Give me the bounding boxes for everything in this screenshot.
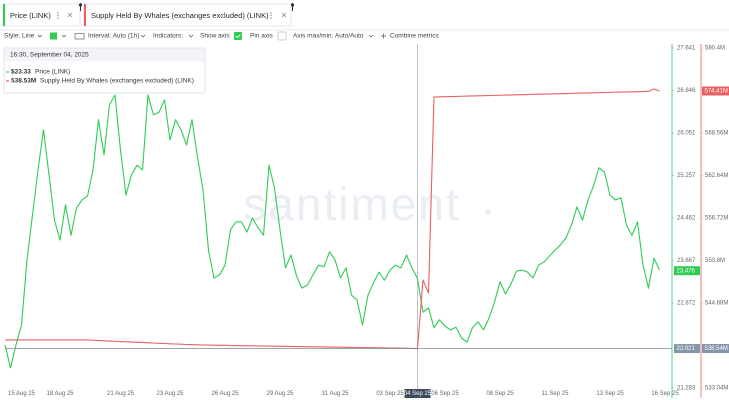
style-control[interactable]: Style: Line	[4, 33, 35, 40]
y2-tick-label: 550.8M	[705, 258, 725, 264]
pin-head	[78, 3, 83, 7]
y-tick-label: 22.872	[677, 301, 696, 307]
combine-metrics[interactable]: Combine metrics	[390, 33, 440, 40]
caret	[368, 34, 374, 38]
y2-tick-label: 568.56M	[705, 131, 728, 137]
x-tick-label: 26 Aug 25	[211, 391, 239, 397]
value-badge-label: 23.476	[677, 268, 696, 274]
menu-icon[interactable]	[57, 12, 59, 19]
tab-label: Supply Held By Whales (exchanges exclude…	[91, 11, 269, 20]
x-tick-label: 15 Aug 25	[8, 391, 36, 397]
show-axis-checkbox[interactable]	[234, 32, 242, 40]
plot: 27.641 26.846 26.051 25.257 24.462 23.667 22.8…	[4, 44, 728, 398]
y-tick-label: 23.667	[677, 258, 696, 264]
interval-control[interactable]: Interval: Auto (1h)	[88, 33, 139, 40]
value-badge	[674, 266, 700, 276]
color-picker[interactable]	[50, 32, 57, 40]
check	[235, 34, 241, 39]
watermark: santiment	[243, 178, 460, 230]
value-badge	[702, 86, 729, 96]
x-tick-label: 18 Aug 25	[46, 391, 74, 397]
x-tick-label: 29 Aug 25	[266, 391, 294, 397]
overlay: 23.476 574.41M 22.021 538.54M	[5, 86, 729, 354]
x-tick-label: 08 Sep 25	[486, 391, 514, 397]
y-tick-label: 24.462	[677, 216, 696, 222]
x-label-highlight	[404, 389, 431, 398]
close-icon[interactable]	[67, 12, 73, 18]
tooltip-header	[4, 48, 205, 62]
x-tick-label: 13 Sep 25	[596, 391, 624, 397]
pin-head	[290, 3, 295, 7]
plus-icon	[381, 33, 386, 39]
x-tick-label: 03 Sep 25	[376, 391, 404, 397]
tab-label: Price (LINK)	[10, 11, 51, 20]
show-axis-label: Show axis	[200, 33, 230, 40]
tab[interactable]: Price (LINK)	[2, 3, 81, 27]
value-badge-label: 574.41M	[705, 89, 728, 95]
caret	[37, 34, 43, 38]
y2-tick-label: 556.72M	[705, 216, 728, 222]
y2-tick-label: 533.04M	[705, 386, 728, 392]
value-badge	[702, 344, 729, 354]
value-badge	[674, 344, 700, 354]
x-tick-label: 06 Sep 25	[431, 391, 459, 397]
x-tick-label: 04 Sep 25	[404, 391, 432, 397]
caret	[140, 34, 146, 38]
value-badge-label: 538.54M	[705, 346, 728, 352]
x-tick-label: 21 Aug 25	[107, 391, 135, 397]
pin-axis-label: Pin axis	[250, 33, 274, 40]
tooltip: 16:30, September 04, 2025 $23.33 Price (…	[3, 47, 206, 94]
x-tick-label: 23 Aug 25	[156, 391, 184, 397]
y-tick-label: 21.283	[677, 386, 696, 392]
tooltip-value: 538.53M	[11, 78, 36, 85]
y2-tick-label: 562.64M	[705, 173, 728, 179]
y-tick-label: 27.641	[677, 46, 696, 52]
tooltip-name: Price (LINK)	[35, 69, 70, 76]
series-line	[5, 88, 660, 350]
y-tick-label: 26.051	[677, 131, 696, 137]
value-badge-label: 22.021	[677, 346, 696, 352]
watermark-dot	[485, 209, 491, 215]
close-icon[interactable]	[281, 12, 287, 18]
pin-axis-checkbox[interactable]	[277, 31, 287, 41]
tab-color	[84, 4, 86, 26]
tab[interactable]: Supply Held By Whales (exchanges exclude…	[83, 3, 292, 27]
tooltip-name: Supply Held By Whales (exchanges exclude…	[40, 78, 194, 85]
y2-tick-label: 580.4M	[705, 46, 725, 52]
x-tick-label: 31 Aug 25	[321, 391, 349, 397]
tooltip-title: 16:30, September 04, 2025	[10, 52, 89, 59]
axis-minmax-control[interactable]: Axis max/min: Auto/Auto	[293, 33, 364, 40]
series-line	[4, 94, 660, 369]
indicators-control[interactable]: Indicators:	[153, 33, 183, 40]
y2-tick-label: 544.88M	[705, 301, 728, 307]
tooltip-value: $23.33	[11, 69, 31, 76]
x-tick-label: 11 Sep 25	[542, 391, 570, 397]
y-tick-label: 26.846	[677, 88, 696, 94]
menu-icon[interactable]	[270, 12, 272, 19]
y-tick-label: 25.257	[677, 173, 696, 179]
tab-color	[3, 4, 5, 26]
x-tick-label: 16 Sep 25	[651, 391, 679, 397]
interval-icon	[74, 33, 85, 40]
caret	[188, 34, 194, 38]
caret	[61, 34, 67, 38]
